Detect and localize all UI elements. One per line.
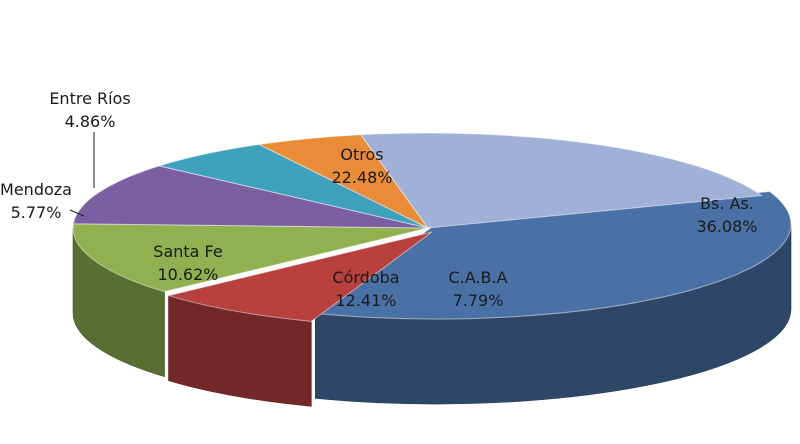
label-value-bsas: 36.08% [696, 217, 757, 236]
label-name-bsas: Bs. As. [700, 194, 754, 213]
label-name-santafe: Santa Fe [153, 242, 222, 261]
label-cordoba: Córdoba 12.41% [332, 268, 399, 310]
label-value-cordoba: 12.41% [335, 291, 396, 310]
slice-cordoba [72, 223, 429, 293]
label-value-mendoza: 5.77% [11, 203, 62, 222]
label-bsas: Bs. As. 36.08% [696, 194, 757, 236]
label-entrerios: Entre Ríos 4.86% [49, 89, 130, 131]
label-name-entrerios: Entre Ríos [49, 89, 130, 108]
label-name-otros: Otros [340, 145, 383, 164]
slice-otros [359, 132, 763, 229]
label-value-santafe: 10.62% [157, 265, 218, 284]
label-name-mendoza: Mendoza [0, 180, 72, 199]
label-value-otros: 22.48% [331, 168, 392, 187]
slice-caba [166, 231, 433, 322]
label-value-caba: 7.79% [453, 291, 504, 310]
label-caba: C.A.B.A 7.79% [448, 268, 507, 310]
label-name-caba: C.A.B.A [448, 268, 507, 287]
label-otros: Otros 22.48% [331, 145, 392, 187]
label-value-entrerios: 4.86% [65, 112, 116, 131]
label-santafe: Santa Fe 10.62% [153, 242, 222, 284]
leader-lines [69, 132, 95, 217]
slice-mendoza [157, 143, 429, 229]
slice-tops [72, 132, 792, 322]
label-mendoza: Mendoza 5.77% [0, 180, 72, 222]
slice-santafe [72, 165, 429, 229]
leader-line-mendoza [69, 209, 85, 217]
label-name-cordoba: Córdoba [332, 268, 399, 287]
slice-bsas [313, 190, 792, 320]
